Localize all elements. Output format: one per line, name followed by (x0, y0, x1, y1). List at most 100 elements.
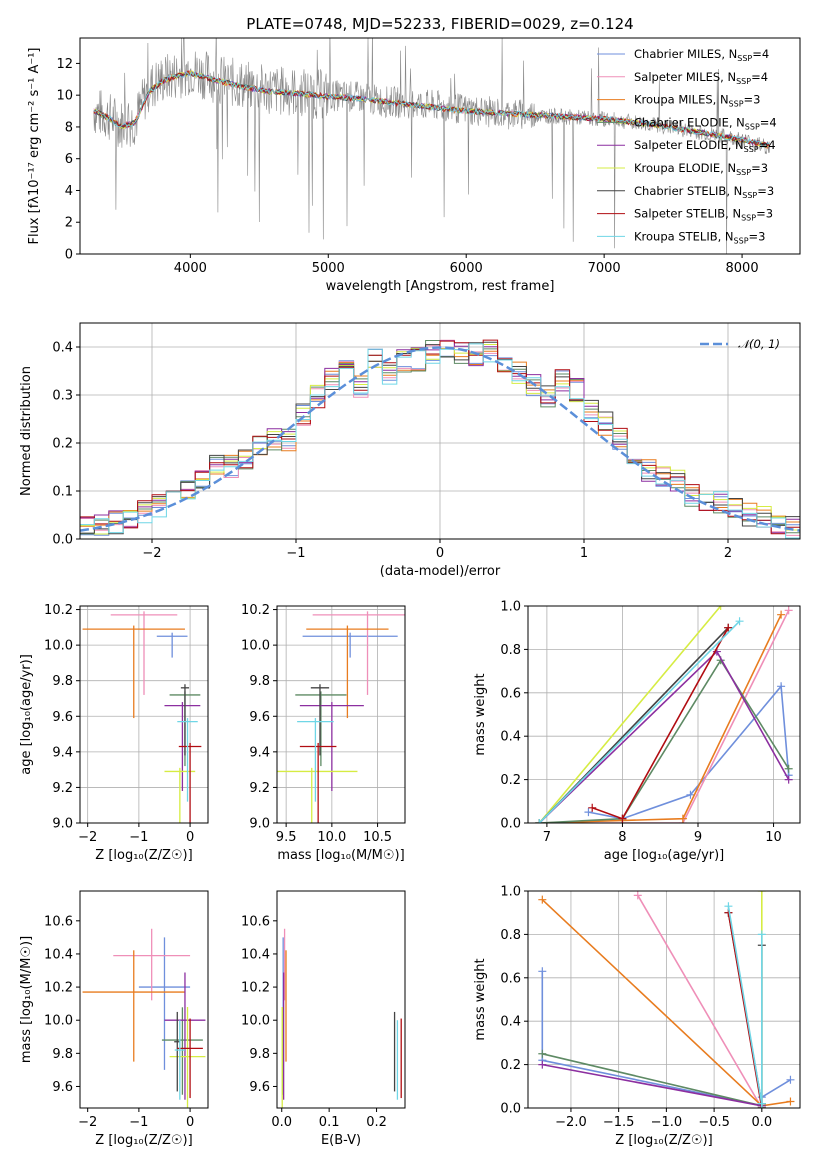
data-point-marker (538, 895, 547, 904)
series-chabrier-elodie (538, 1049, 766, 1108)
tick-label-y: 6 (65, 152, 73, 167)
x-axis-label: age [log₁₀(age/yr)] (604, 848, 725, 863)
data-point-marker (757, 1104, 766, 1108)
y-axis-label: age [log₁₀(age/yr)] (19, 654, 34, 775)
plot-area (277, 611, 405, 823)
data-point-marker (784, 775, 793, 784)
data-point-marker (716, 606, 725, 610)
errorbar-chabrier-elodie (295, 691, 347, 767)
tick-label-y: 10.4 (44, 947, 73, 962)
errorbar-kroupa-stelib (177, 718, 198, 802)
panel-spectrum: 4000 5000 6000 7000 8000 0 2 4 6 8 10 12 wavelength … (27, 15, 801, 294)
data-point-marker (784, 606, 793, 615)
errorbar-chabrier-miles (302, 632, 398, 658)
tick-label-x: 4000 (174, 261, 207, 276)
y-axis-label: Normed distribution (19, 366, 34, 496)
series-chabrier-miles (584, 682, 793, 823)
errorbar-salpeter-miles (113, 928, 191, 1001)
tick-label-x: 8 (618, 830, 626, 845)
series-line (637, 894, 763, 1108)
axes-frame (79, 322, 801, 540)
series-kroupa-stelib (535, 617, 744, 823)
series-line (542, 1063, 763, 1108)
errorbar-kroupa-miles (306, 625, 389, 719)
tick-label-y: 10 (56, 89, 73, 104)
histogram-kroupa-stelib (80, 343, 800, 539)
data-point-marker (777, 610, 786, 619)
data-point-marker (633, 891, 642, 900)
tick-label-x: −1 (286, 546, 305, 561)
tick-label-y: 9.8 (52, 674, 73, 689)
tick-label-y: 0.2 (52, 437, 73, 452)
tick-label-y: 0.6 (500, 686, 521, 701)
legend: Chabrier MILES, NSSP=4 Salpeter MILES, NS… (597, 47, 777, 245)
errorbar-kroupa-elodie (277, 767, 358, 823)
tick-label-y: 0.4 (500, 730, 521, 745)
axes-frame (276, 605, 406, 824)
axes-frame (79, 890, 209, 1109)
series-line (539, 614, 782, 823)
model-line-kroupa-stelib (93, 70, 770, 148)
tick-label-x: 7000 (588, 261, 621, 276)
tick-label-y: 12 (56, 57, 73, 72)
legend-entry: Kroupa ELODIE, NSSP=3 (634, 161, 768, 177)
legend-entry: Chabrier ELODIE, NSSP=4 (634, 115, 777, 131)
axes-frame (527, 890, 801, 1109)
legend-entry: 𝒩(0, 1) (738, 337, 780, 351)
panel-mass-vs-Z: −2 −1 0 9.6 9.8 10.0 10.2 10.4 10.6 Z [log₁₀(Z/Z☉… (19, 890, 209, 1148)
tick-label-y: 0.1 (52, 485, 73, 500)
tick-label-y: 10.2 (44, 603, 73, 618)
tick-label-x: 0.1 (319, 1115, 340, 1130)
errorbar-salpeter-stelib (178, 742, 202, 823)
series-kroupa-miles (535, 610, 786, 823)
panel-age-vs-Z: −2 −1 0 9.0 9.2 9.4 9.6 9.8 10.0 10.2 Z [log₁₀(Z/Z… (19, 603, 209, 863)
series-line (539, 609, 790, 823)
tick-label-y: 9.8 (249, 674, 270, 689)
normal-curve (80, 346, 800, 532)
tick-label-x: −2.0 (555, 1115, 587, 1130)
series-kroupa-stelib (724, 902, 766, 1108)
tick-label-y: 0.4 (500, 1015, 521, 1030)
data-point-marker (538, 1049, 547, 1058)
tick-label-y: 9.2 (52, 781, 73, 796)
tick-label-x: 0 (186, 830, 194, 845)
tick-label-y: 9.6 (249, 710, 270, 725)
tick-label-y: 0.4 (52, 341, 73, 356)
panel-mass-vs-ebv: 0.0 0.1 0.2 9.6 9.8 10.0 10.2 10.4 10.6 E(B-V) (241, 890, 406, 1148)
tick-label-y: 9.8 (249, 1047, 270, 1062)
tick-label-x: 0.2 (366, 1115, 387, 1130)
tick-label-y: 10.6 (44, 914, 73, 929)
tick-label-x: 5000 (312, 261, 345, 276)
legend: 𝒩(0, 1) (700, 337, 780, 351)
tick-label-x: 7 (543, 830, 551, 845)
series-salpeter-elodie (538, 1060, 766, 1108)
x-axis-label: E(B-V) (321, 1133, 361, 1148)
tick-label-y: 0.6 (500, 971, 521, 986)
errorbar-chabrier-miles (156, 632, 188, 658)
data-point-marker (724, 623, 733, 632)
errorbar-chabrier-elodie (161, 1007, 203, 1095)
tick-label-y: 1.0 (500, 885, 521, 900)
series-line (538, 620, 741, 823)
tick-label-y: 0.3 (52, 389, 73, 404)
plot-area (93, 38, 770, 254)
data-point-marker (735, 617, 744, 626)
tick-label-x: −1.0 (651, 1115, 683, 1130)
tick-label-x: 0 (186, 1115, 194, 1130)
tick-label-x: 9 (694, 830, 702, 845)
x-axis-label: Z [log₁₀(Z/Z☉)] (95, 1133, 192, 1148)
x-axis-label: mass [log₁₀(M/M☉)] (277, 848, 404, 863)
tick-label-y: 9.8 (52, 1047, 73, 1062)
errorbar-kroupa-elodie (169, 1006, 206, 1108)
errorbar-chabrier-stelib (310, 684, 330, 756)
x-axis-label: Z [log₁₀(Z/Z☉)] (615, 1133, 712, 1148)
tick-label-y: 10.2 (241, 981, 270, 996)
data-point-marker (538, 1060, 547, 1069)
data-point-marker (538, 967, 547, 976)
x-axis-label: Z [log₁₀(Z/Z☉)] (95, 848, 192, 863)
tick-label-x: 2 (724, 546, 732, 561)
tick-label-x: −2 (78, 1115, 97, 1130)
x-axis-label: wavelength [Angstrom, rest frame] (326, 279, 555, 294)
errorbar-salpeter-miles (312, 611, 405, 695)
